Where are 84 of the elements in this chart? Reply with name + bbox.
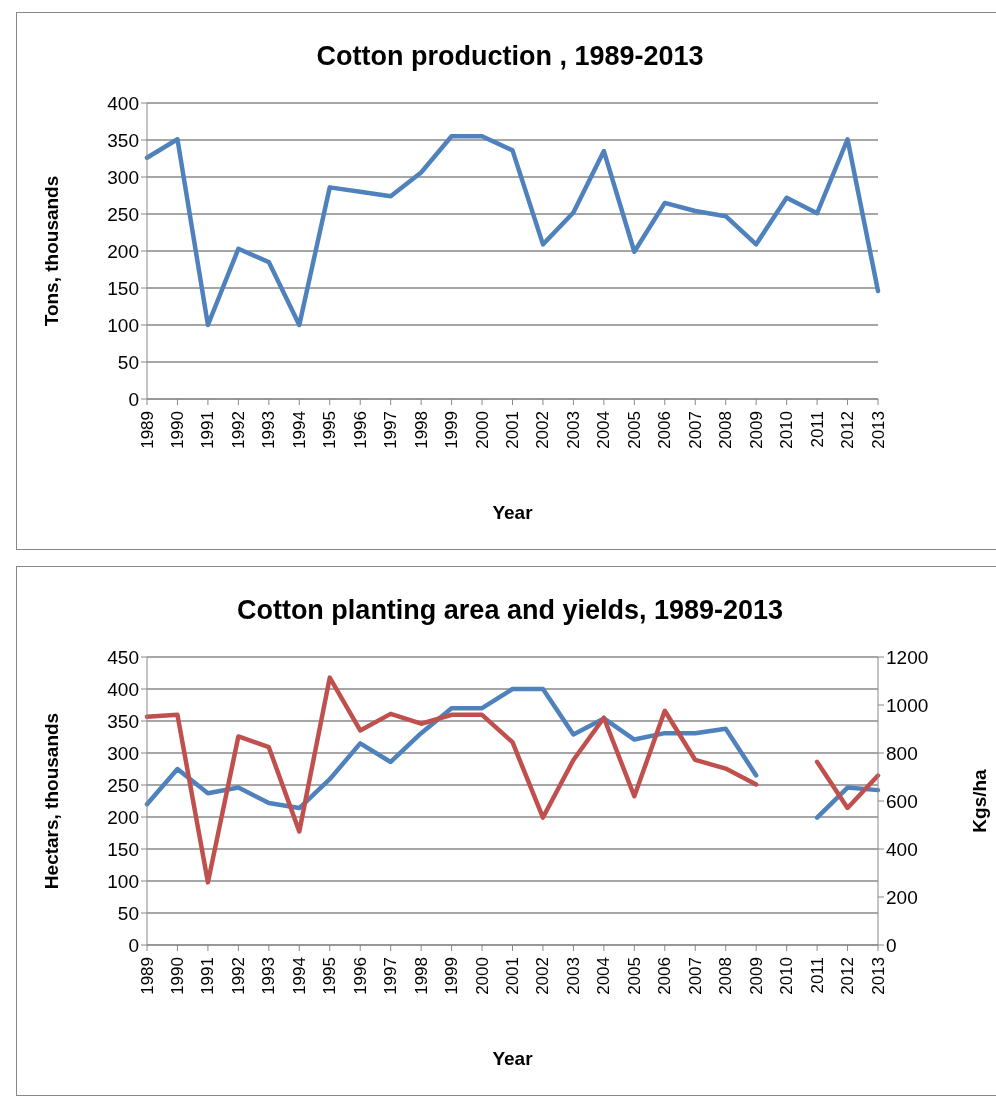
x-tick-label: 2012	[838, 411, 858, 449]
x-tick-label: 2006	[655, 957, 675, 995]
x-tick-label: 2009	[746, 411, 766, 449]
x-tick-label: 2002	[533, 957, 553, 995]
x-tick-label: 2004	[594, 411, 614, 449]
y2-axis-title: Kgs/ha	[968, 768, 990, 833]
x-tick-label: 1989	[137, 957, 157, 995]
y-axis-title: Tons, thousands	[40, 175, 62, 327]
y-tick-label: 0	[128, 934, 139, 956]
x-tick-label: 1989	[137, 411, 157, 449]
x-tick-label: 2005	[624, 411, 644, 449]
x-tick-label: 2003	[563, 957, 583, 995]
x-tick-label: 2006	[655, 411, 675, 449]
y-tick-label: 100	[107, 870, 139, 892]
x-tick-label: 1993	[259, 957, 279, 995]
y2-tick-label: 1000	[886, 694, 929, 716]
x-tick-label: 2000	[472, 411, 492, 449]
chart-title: Cotton planting area and yields, 1989-2013	[235, 595, 785, 626]
x-tick-label: 2013	[868, 957, 888, 995]
y-tick-label: 200	[107, 240, 139, 262]
y-tick-label: 400	[107, 678, 139, 700]
x-tick-label: 2000	[472, 957, 492, 995]
y2-tick-label: 0	[886, 934, 897, 956]
x-tick-label: 1990	[167, 411, 187, 449]
x-tick-label: 1998	[411, 411, 431, 449]
x-tick-label: 2009	[746, 957, 766, 995]
x-tick-label: 2005	[624, 957, 644, 995]
y-tick-label: 350	[107, 129, 139, 151]
x-tick-label: 2008	[716, 411, 736, 449]
line-series	[144, 134, 881, 328]
x-tick-label: 2011	[807, 411, 827, 448]
x-tick-label: 1994	[289, 411, 309, 449]
x-tick-label: 1992	[228, 957, 248, 995]
y2-tick-label: 800	[886, 742, 918, 764]
x-tick-label: 1990	[167, 957, 187, 995]
x-tick-label: 1991	[198, 957, 218, 995]
x-tick-label: 2002	[533, 411, 553, 449]
x-tick-label: 2007	[685, 957, 705, 995]
x-tick-label: 2013	[868, 411, 888, 449]
x-tick-label: 1996	[350, 957, 370, 995]
x-axis-title: Year	[492, 502, 534, 523]
y-tick-label: 150	[107, 838, 139, 860]
x-tick-label: 2007	[685, 411, 705, 449]
x-axis-title: Year	[492, 1048, 534, 1069]
x-tick-label: 1998	[411, 957, 431, 995]
x-tick-label: 1997	[381, 957, 401, 995]
y2-tick-label: 1200	[886, 646, 929, 668]
x-tick-label: 1992	[228, 411, 248, 449]
y-tick-label: 250	[107, 774, 139, 796]
x-tick-label: 1999	[442, 957, 462, 995]
x-tick-label: 2001	[503, 411, 522, 449]
y-tick-label: 50	[117, 351, 139, 373]
y-tick-label: 150	[107, 277, 139, 299]
x-tick-label: 2001	[503, 957, 522, 995]
y-axis-title: Hectars, thousands	[40, 712, 62, 890]
y2-tick-label: 600	[886, 790, 918, 812]
x-tick-label: 2012	[838, 957, 858, 995]
y-tick-label: 0	[128, 388, 139, 410]
x-tick-label: 2008	[716, 957, 736, 995]
x-tick-label: 1999	[442, 411, 462, 449]
x-tick-label: 1991	[198, 411, 218, 449]
x-tick-label: 1995	[320, 411, 340, 449]
x-tick-label: 2004	[594, 957, 614, 995]
y-tick-label: 350	[107, 710, 139, 732]
chart-title: Cotton production , 1989-2013	[315, 41, 705, 72]
x-tick-label: 2010	[777, 957, 797, 995]
x-tick-label: 2010	[777, 411, 797, 449]
y-tick-label: 100	[107, 314, 139, 336]
x-tick-label: 1994	[289, 957, 309, 995]
x-tick-label: 1995	[320, 957, 340, 995]
y-tick-label: 50	[117, 902, 139, 924]
y-tick-label: 200	[107, 806, 139, 828]
x-tick-label: 2003	[563, 411, 583, 449]
x-tick-label: 1997	[381, 411, 401, 449]
y2-tick-label: 400	[886, 838, 918, 860]
y-tick-label: 450	[107, 646, 139, 668]
x-tick-label: 1996	[350, 411, 370, 449]
x-tick-label: 2011	[807, 957, 827, 994]
y2-tick-label: 200	[886, 886, 918, 908]
x-tick-label: 1993	[259, 411, 279, 449]
y-tick-label: 400	[107, 92, 139, 114]
y-tick-label: 300	[107, 742, 139, 764]
y-tick-label: 300	[107, 166, 139, 188]
y-tick-label: 250	[107, 203, 139, 225]
